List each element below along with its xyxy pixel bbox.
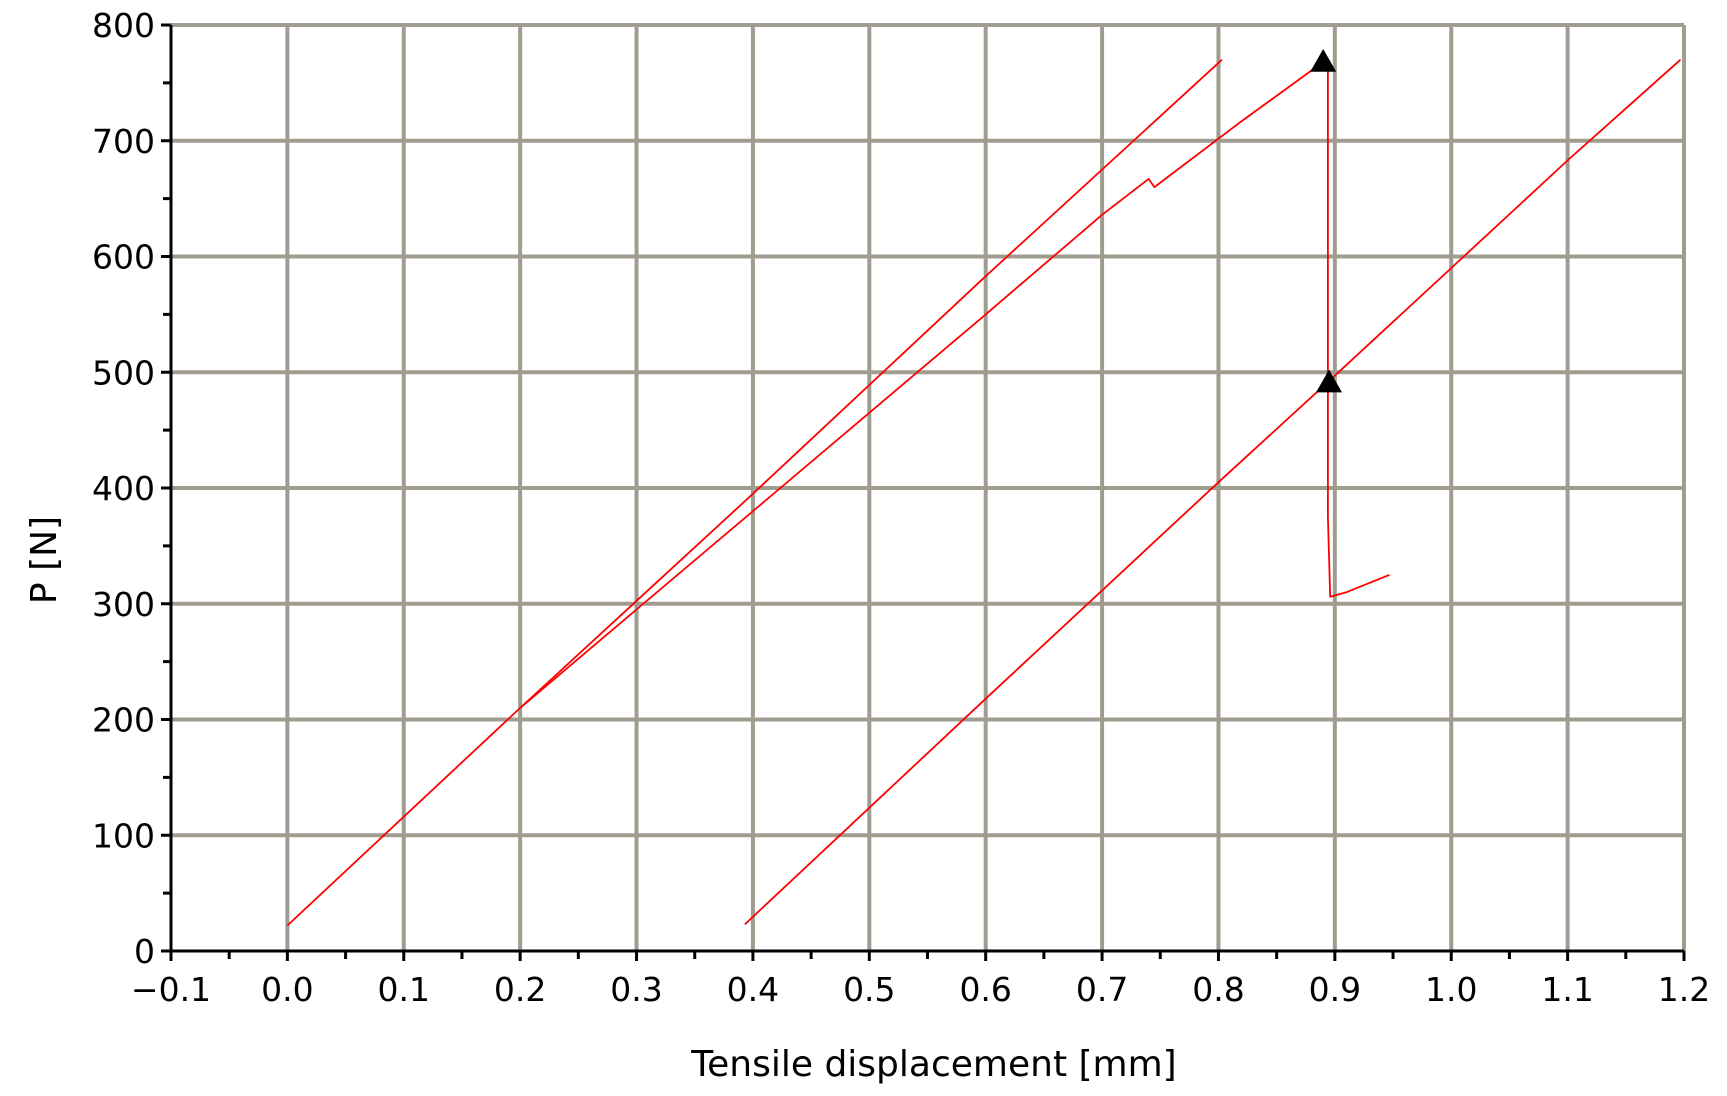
series-line-1: [286, 59, 1223, 927]
x-tick-label: 0.7: [1076, 970, 1128, 1009]
y-tick-label: 300: [92, 585, 155, 624]
x-tick-label: 0.9: [1309, 970, 1361, 1009]
x-tick-label: 1.2: [1658, 970, 1710, 1009]
y-tick-label: 500: [92, 353, 155, 392]
y-tick-label: 200: [92, 701, 155, 740]
y-axis-title: P [N]: [24, 516, 65, 604]
triangle-marker-1: [1310, 49, 1337, 72]
series-line-2: [519, 61, 1324, 709]
x-tick-label: 0.5: [843, 970, 895, 1009]
x-tick-label: 0.6: [959, 970, 1011, 1009]
marker-layer: [1310, 49, 1343, 393]
x-tick-label: 1.0: [1425, 970, 1477, 1009]
y-tick-label: 700: [92, 122, 155, 161]
x-tick-label: 0.1: [378, 970, 430, 1009]
x-axis-title: Tensile displacement [mm]: [690, 1044, 1176, 1085]
x-tick-label: 0.0: [261, 970, 313, 1009]
x-tick-label: 0.3: [610, 970, 662, 1009]
x-tick-label: 0.8: [1192, 970, 1244, 1009]
series-line-4: [744, 59, 1682, 926]
y-tick-label: 800: [92, 6, 155, 45]
y-tick-label: 100: [92, 816, 155, 855]
x-tick-label: 0.4: [727, 970, 779, 1009]
y-tick-label: 600: [92, 238, 155, 277]
x-tick-label: −0.1: [131, 970, 211, 1009]
tick-layer: −0.1 0.0 0.1 0.2 0.3 0.4 0.5 0.6 0.7 0.8 0.9 1.0 1.1…: [92, 6, 1710, 1009]
grid: [171, 23, 1686, 951]
y-tick-label: 0: [134, 932, 155, 971]
x-tick-label: 0.2: [494, 970, 546, 1009]
x-tick-label: 1.1: [1541, 970, 1593, 1009]
y-tick-label: 400: [92, 469, 155, 508]
triangle-marker-2: [1316, 369, 1343, 393]
